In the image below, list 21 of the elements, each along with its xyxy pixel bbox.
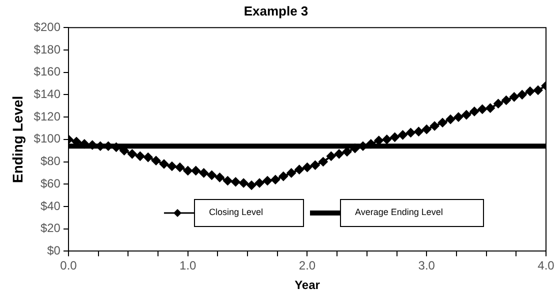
y-tick-label: $60 [40,176,61,190]
y-tick-label: $0 [47,244,61,258]
y-tick-label: $100 [34,132,61,146]
legend-label: Closing Level [194,199,304,228]
legend-label: Average Ending Level [340,199,484,228]
x-axis-title: Year [294,278,320,292]
x-tick-label: 0.0 [60,258,78,273]
x-tick-label: 1.0 [180,258,197,273]
x-tick-label: 4.0 [538,258,555,273]
chart-title: Example 3 [244,3,308,18]
y-tick-label: $80 [40,154,61,168]
x-tick-label: 3.0 [418,258,436,273]
y-tick-label: $120 [34,109,61,124]
y-tick-label: $200 [34,20,61,34]
y-tick-label: $160 [34,64,61,79]
x-tick-label: 2.0 [298,258,316,273]
y-tick-label: $180 [34,42,61,56]
y-tick-label: $20 [40,221,61,236]
y-axis-title: Ending Level [9,96,26,183]
y-tick-label: $140 [34,86,61,101]
y-tick-label: $40 [40,198,61,213]
